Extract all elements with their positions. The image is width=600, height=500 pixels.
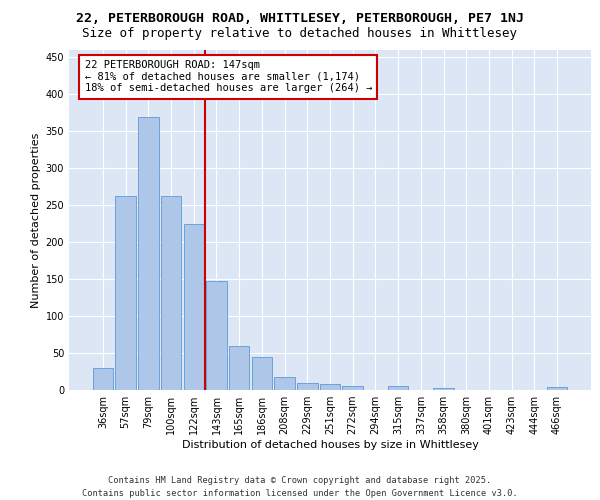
Bar [320,384,340,390]
Bar [161,196,181,390]
Bar [93,368,113,390]
Bar [184,224,204,390]
Bar [115,196,136,390]
Text: Contains HM Land Registry data © Crown copyright and database right 2025.
Contai: Contains HM Land Registry data © Crown c… [82,476,518,498]
Bar [138,116,158,390]
Bar [206,282,227,390]
Bar [297,382,317,390]
Bar [274,376,295,390]
Bar [433,388,454,390]
Text: Size of property relative to detached houses in Whittlesey: Size of property relative to detached ho… [83,28,517,40]
Bar [388,386,409,390]
Text: 22, PETERBOROUGH ROAD, WHITTLESEY, PETERBOROUGH, PE7 1NJ: 22, PETERBOROUGH ROAD, WHITTLESEY, PETER… [76,12,524,26]
X-axis label: Distribution of detached houses by size in Whittlesey: Distribution of detached houses by size … [182,440,478,450]
Bar [229,346,250,390]
Y-axis label: Number of detached properties: Number of detached properties [31,132,41,308]
Text: 22 PETERBOROUGH ROAD: 147sqm
← 81% of detached houses are smaller (1,174)
18% of: 22 PETERBOROUGH ROAD: 147sqm ← 81% of de… [85,60,372,94]
Bar [547,387,567,390]
Bar [251,356,272,390]
Bar [343,386,363,390]
